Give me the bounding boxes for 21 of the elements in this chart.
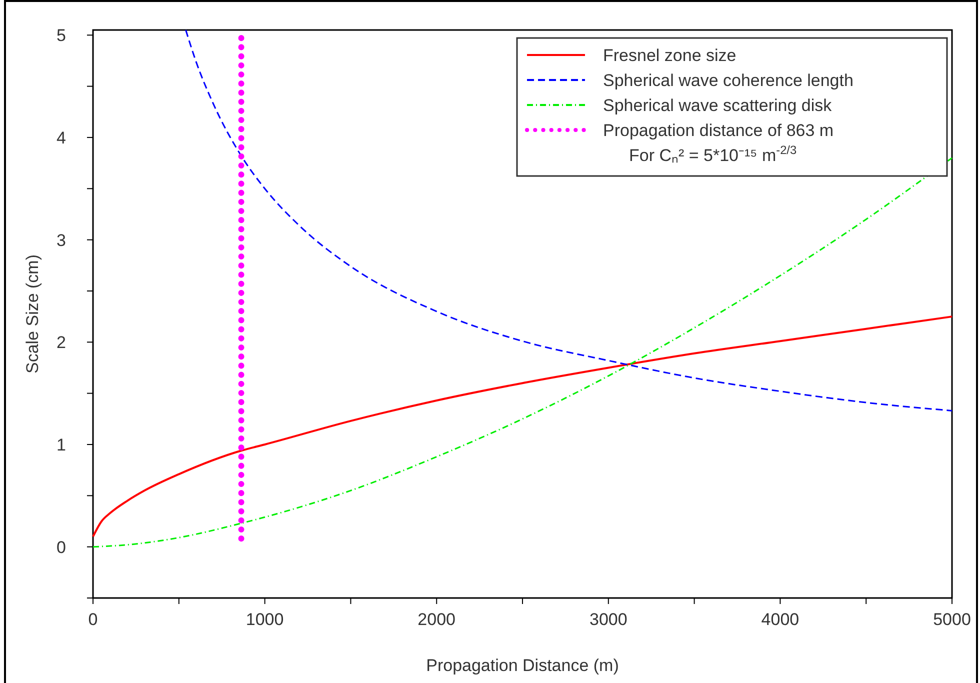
y-tick-label: 3 — [56, 230, 66, 250]
x-tick-label: 4000 — [761, 610, 800, 629]
x-tick-label: 2000 — [418, 610, 456, 629]
legend-label: Spherical wave scattering disk — [603, 96, 832, 115]
legend-label: Fresnel zone size — [603, 46, 736, 65]
y-tick-label: 0 — [56, 538, 66, 557]
line-series — [185, 29, 953, 412]
x-tick-label: 0 — [88, 610, 98, 629]
line-series — [92, 316, 953, 538]
y-tick-label: 4 — [56, 128, 66, 148]
y-axis-title: Scale Size (cm) — [23, 254, 42, 374]
x-tick-label: 5000 — [933, 610, 971, 629]
annotation: For Cₙ² = 5*10⁻¹⁵ m$^{-2/3}$ — [629, 143, 797, 165]
y-tick-label: 2 — [56, 333, 66, 352]
y-tick-label: 1 — [56, 435, 66, 454]
y-tick-label: 5 — [56, 26, 66, 46]
legend-label: Propagation distance of 863 m — [603, 121, 834, 140]
x-axis-title: Propagation Distance (m) — [426, 656, 619, 675]
x-tick-label: 1000 — [246, 610, 284, 629]
x-tick-label: 3000 — [589, 610, 628, 629]
legend-label: Spherical wave coherence length — [603, 71, 854, 90]
